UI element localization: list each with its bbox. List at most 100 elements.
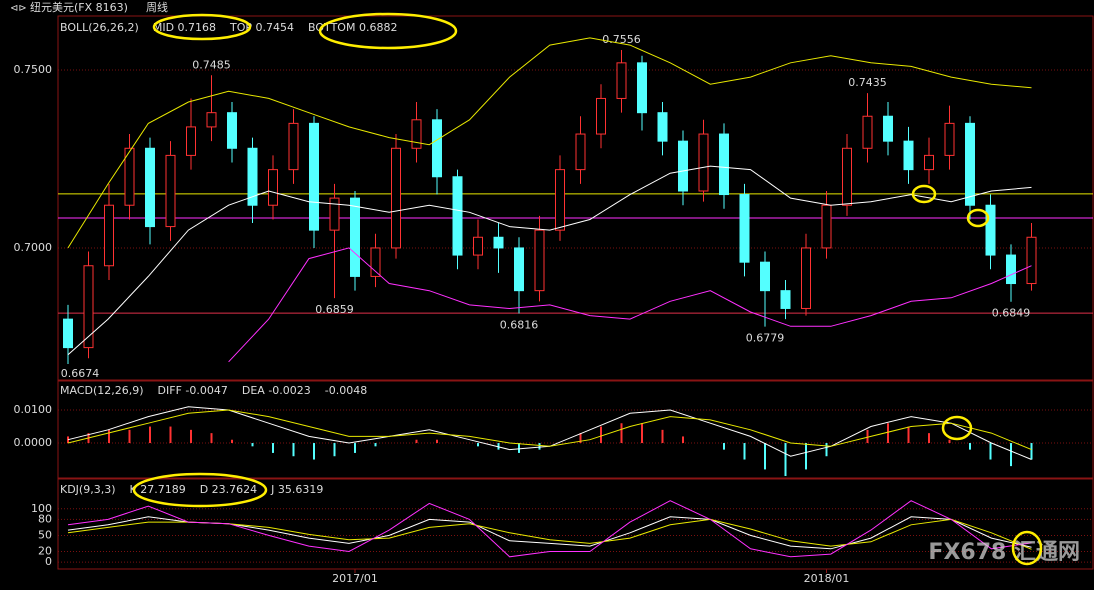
candle-body	[801, 247, 811, 309]
highlight	[911, 184, 937, 204]
legend-text: J 35.6319	[270, 483, 323, 496]
x-tick-label: 2017/01	[332, 572, 378, 585]
candle-body	[288, 122, 299, 171]
candle-body	[924, 154, 934, 171]
candle-body	[227, 112, 237, 149]
y-tick-label: 0.7500	[14, 63, 53, 76]
candle-body	[350, 197, 360, 277]
candle-body	[698, 133, 709, 192]
legend-text: KDJ(9,3,3)	[60, 483, 116, 496]
candle-body	[247, 147, 258, 206]
candle-body	[616, 62, 627, 99]
low-label: 0.6859	[315, 303, 354, 316]
candle-body	[493, 236, 504, 249]
period[interactable]: 周线	[146, 0, 168, 14]
y-tick-label: 80	[38, 512, 52, 525]
y-tick-label: 0.0000	[14, 436, 53, 449]
y-tick-label: 50	[38, 528, 52, 541]
high-label: 0.7485	[192, 58, 231, 71]
candle-body	[452, 176, 463, 256]
macd-line	[67, 409, 1032, 451]
highlight	[318, 12, 458, 50]
price-panel	[57, 15, 1094, 381]
candle-body	[575, 133, 586, 171]
low-label: 0.6674	[61, 367, 100, 380]
candle-body	[186, 126, 196, 156]
legend-text: MACD(12,26,9)	[60, 384, 144, 397]
candle-body	[411, 119, 422, 149]
legend-text: K 27.7189	[130, 483, 186, 496]
candle-body	[63, 318, 73, 349]
candle-body	[309, 122, 319, 231]
candle-body	[1006, 254, 1016, 285]
legend-text: DEA -0.0023	[242, 384, 311, 397]
candle-body	[739, 194, 750, 263]
y-tick-label: 20	[38, 544, 52, 557]
candle-body	[555, 169, 565, 231]
legend-text: BOLL(26,26,2)	[60, 21, 139, 34]
candle-body	[329, 197, 340, 231]
candle-body	[821, 204, 832, 249]
candle-body	[842, 147, 852, 206]
highlight	[966, 208, 990, 228]
legend-text: D 23.7624	[200, 483, 257, 496]
highlights	[132, 12, 1043, 566]
legend-text: -0.0048	[325, 384, 367, 397]
candle-body	[370, 247, 381, 277]
boll-line	[67, 165, 1032, 356]
y-tick-label: 0.7000	[14, 241, 53, 254]
candle-body	[124, 147, 135, 206]
candle-body	[903, 140, 914, 171]
candle-body	[473, 236, 483, 256]
boll-line	[67, 37, 1032, 249]
candle-body	[596, 97, 606, 135]
candle-body	[760, 261, 770, 292]
highlight	[1011, 530, 1043, 566]
candle-body	[165, 154, 176, 228]
back-icon[interactable]: ⊲⊳	[10, 3, 27, 14]
candle-body	[883, 115, 893, 142]
candle-body	[534, 229, 545, 292]
kdj-panel	[57, 478, 1094, 570]
candle-body	[965, 122, 975, 206]
legend-text: DIFF -0.0047	[158, 384, 228, 397]
candle-body	[637, 62, 647, 114]
legend-text: MID 0.7168	[153, 21, 216, 34]
candle-body	[514, 247, 524, 292]
low-label: 0.6779	[746, 332, 785, 345]
legend-text: TOP 0.7454	[229, 21, 294, 34]
macd-panel	[57, 380, 1094, 479]
y-tick-label: 0	[45, 555, 52, 568]
kdj-line	[67, 500, 1032, 558]
candle-body	[145, 147, 155, 228]
candle-body	[83, 265, 94, 349]
candle-body	[944, 122, 955, 156]
candle-body	[1026, 236, 1037, 285]
candle-body	[268, 169, 278, 206]
candle-body	[432, 119, 442, 178]
low-label: 0.6849	[992, 307, 1031, 320]
high-label: 0.7435	[848, 76, 887, 89]
candle-body	[780, 290, 791, 309]
y-tick-label: 100	[31, 502, 52, 515]
y-tick-label: 0.0100	[14, 403, 53, 416]
legend-text: BOTTOM 0.6882	[308, 21, 397, 34]
candle-body	[657, 112, 668, 142]
candle-body	[104, 204, 114, 267]
boll-line	[228, 247, 1032, 363]
candle-body	[391, 147, 401, 249]
watermark: FX678 汇通网	[928, 540, 1080, 565]
low-label: 0.6816	[500, 318, 539, 331]
symbol-title: 纽元美元(FX 8163)	[30, 0, 128, 14]
highlight	[152, 13, 252, 41]
high-label: 0.7556	[602, 33, 641, 46]
x-tick-label: 2018/01	[804, 572, 850, 585]
candle-body	[862, 115, 873, 149]
candle-body	[678, 140, 688, 192]
highlight	[132, 472, 268, 508]
highlight	[941, 415, 973, 441]
candle-body	[206, 112, 217, 128]
candle-body	[985, 204, 996, 256]
